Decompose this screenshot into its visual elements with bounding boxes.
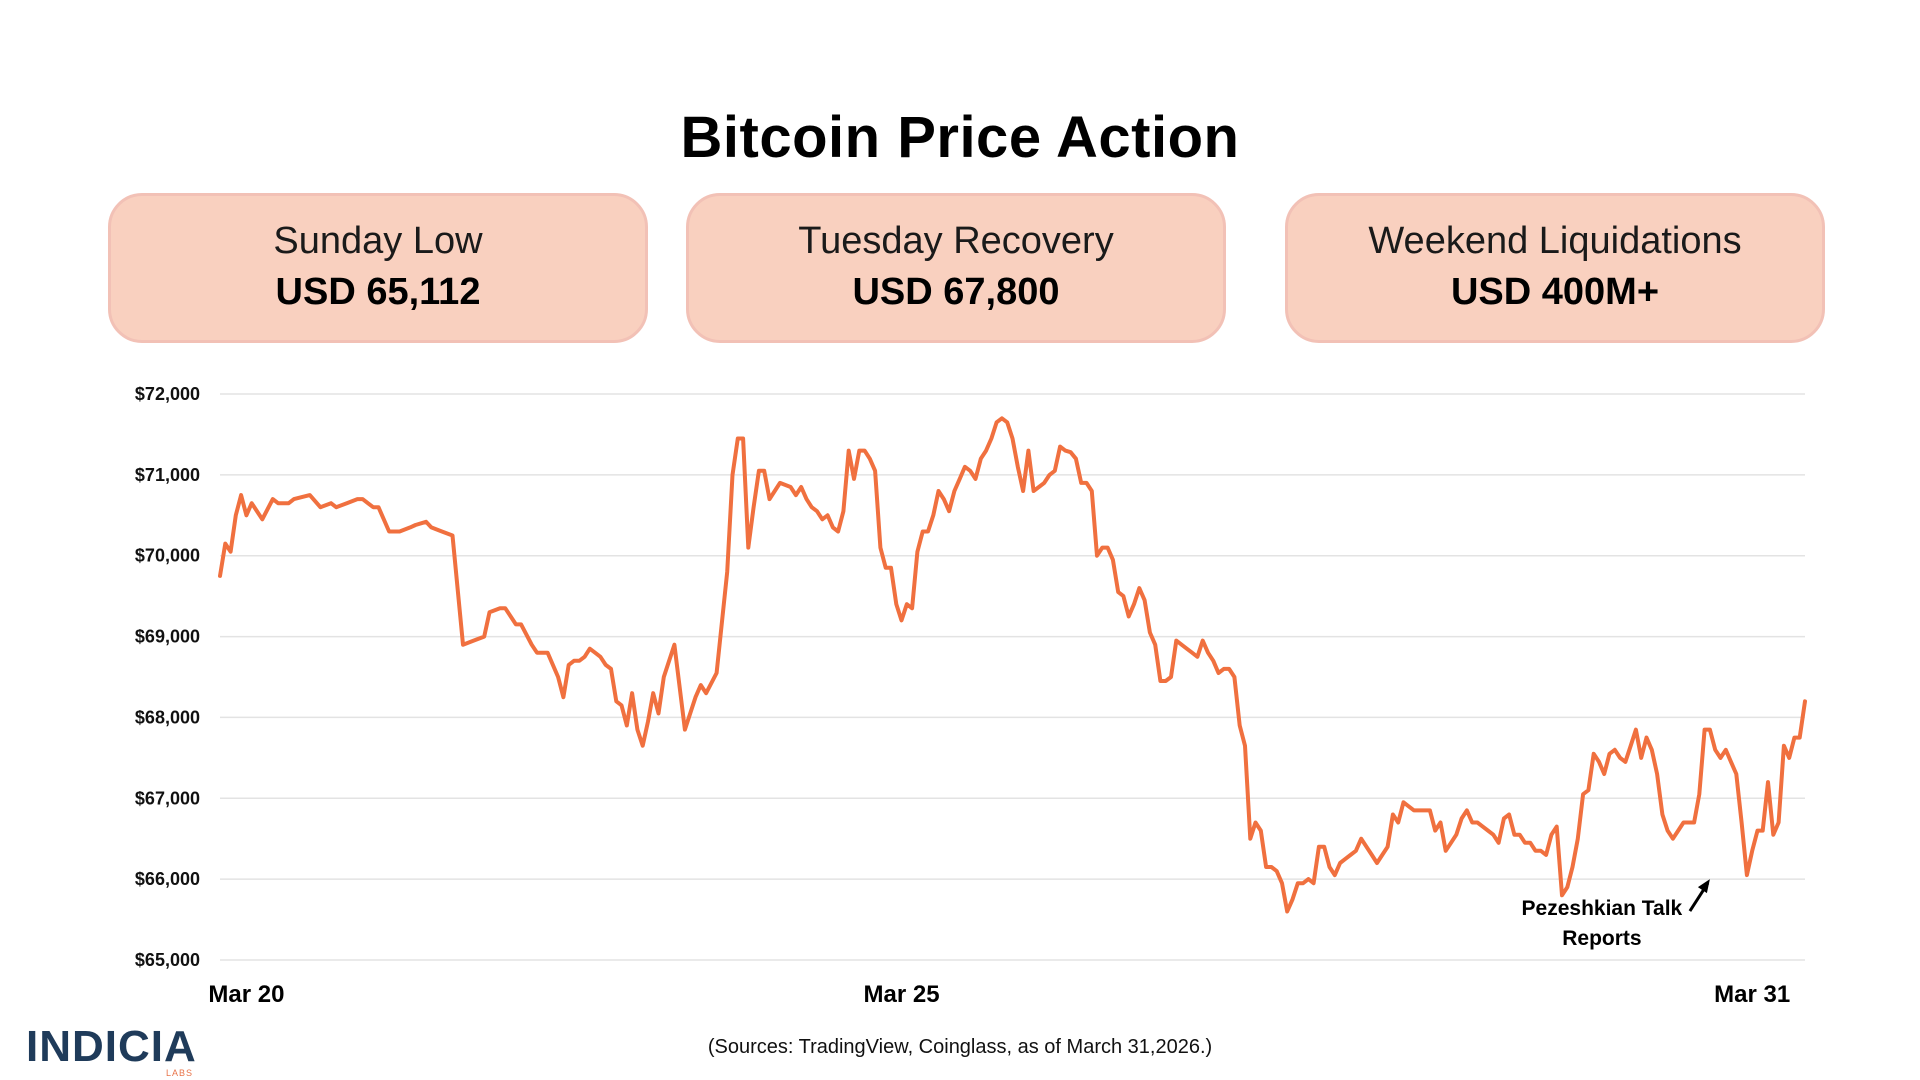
- stat-card-value: USD 400M+: [1450, 271, 1660, 313]
- y-tick-label: $70,000: [135, 546, 200, 566]
- grid-lines: [220, 393, 1805, 961]
- x-tick-label: Mar 20: [208, 981, 284, 1008]
- price-series-line: [218, 416, 1807, 914]
- x-tick-label: Mar 25: [864, 981, 940, 1008]
- y-tick-label: $72,000: [135, 384, 200, 404]
- annotation-text: Pezeshkian Talk: [1522, 897, 1683, 920]
- y-tick-label: $66,000: [135, 869, 200, 889]
- annotation-layer: Pezeshkian Talk Reports: [1522, 879, 1710, 950]
- annotation-arrow-head: [1697, 879, 1710, 894]
- x-axis-ticks: Mar 20 Mar 25 Mar 31: [208, 981, 1790, 1008]
- indicia-labs-logo: INDICIA LABS: [26, 1020, 206, 1078]
- y-tick-label: $71,000: [135, 465, 200, 485]
- source-note: (Sources: TradingView, Coinglass, as of …: [707, 1036, 1213, 1058]
- stat-card-tuesday-recovery: Tuesday Recovery USD 67,800: [686, 193, 1226, 343]
- y-tick-label: $67,000: [135, 788, 200, 808]
- stat-card-value: USD 65,112: [275, 271, 481, 313]
- page-title: Bitcoin Price Action: [680, 105, 1240, 170]
- stat-card-value: USD 67,800: [852, 271, 1060, 313]
- price-line-chart: $65,000 $66,000 $67,000 $68,000 $69,000 $70,0…: [135, 384, 1807, 1008]
- stat-card-sunday-low: Sunday Low USD 65,112: [108, 193, 648, 343]
- annotation-text: Reports: [1562, 927, 1641, 950]
- y-tick-label: $65,000: [135, 950, 200, 970]
- y-tick-label: $68,000: [135, 707, 200, 727]
- y-axis-ticks: $65,000 $66,000 $67,000 $68,000 $69,000 $70,0…: [135, 384, 200, 970]
- stat-card-label: Tuesday Recovery: [798, 220, 1114, 262]
- logo-subtext: LABS: [166, 1068, 194, 1078]
- stat-card-label: Weekend Liquidations: [1368, 220, 1742, 262]
- x-tick-label: Mar 31: [1714, 981, 1790, 1008]
- stat-card-weekend-liquidations: Weekend Liquidations USD 400M+: [1285, 193, 1825, 343]
- stat-card-label: Sunday Low: [273, 220, 483, 262]
- logo-wordmark: INDICIA: [26, 1022, 197, 1071]
- y-tick-label: $69,000: [135, 627, 200, 647]
- series-layer: [218, 416, 1807, 914]
